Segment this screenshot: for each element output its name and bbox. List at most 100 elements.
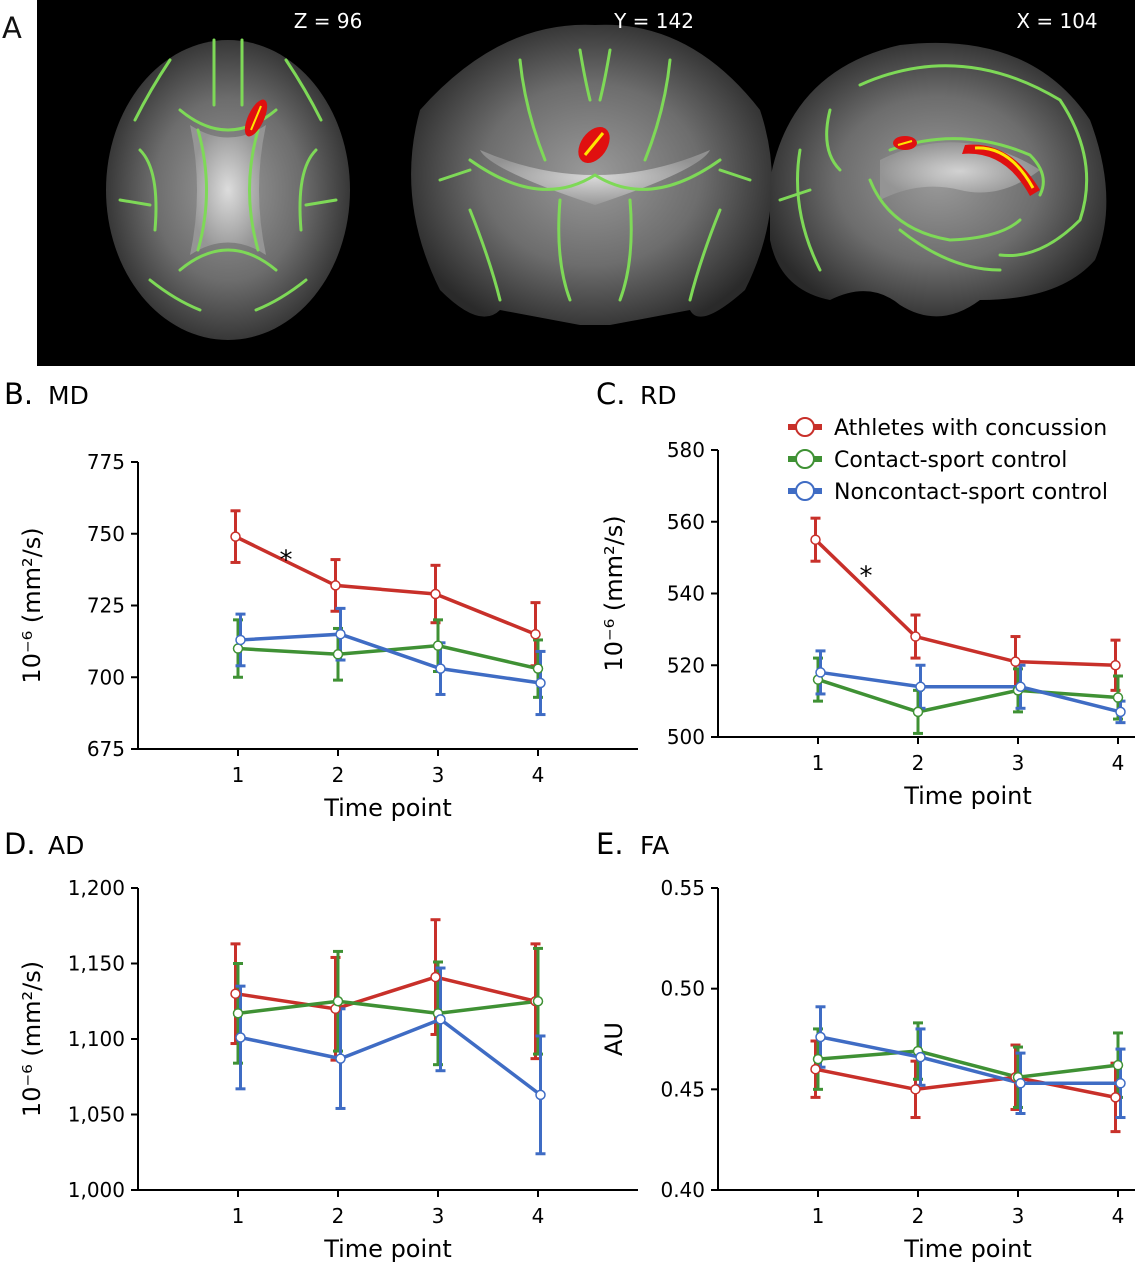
y-axis-title: 10⁻⁶ (mm²/s) bbox=[600, 515, 628, 671]
x-tick-label: 3 bbox=[1012, 1204, 1025, 1228]
slice-label-sagittal: X = 104 bbox=[1016, 9, 1097, 33]
data-point-concussion bbox=[910, 631, 921, 642]
panel-letter: C. bbox=[596, 377, 625, 411]
x-tick-label: 4 bbox=[532, 1204, 545, 1228]
x-tick-label: 2 bbox=[912, 1204, 925, 1228]
data-point-noncontact bbox=[535, 1089, 546, 1101]
legend-marker-noncontact bbox=[795, 481, 815, 501]
panel-b-md-chart: B. MD 675 700 725 750 775 1 2 3 4 Time point 10⁻⁶ (m… bbox=[4, 377, 638, 822]
series-line-contact bbox=[237, 999, 539, 1016]
x-axis-title: Time point bbox=[323, 1235, 452, 1263]
data-point-noncontact bbox=[235, 634, 246, 646]
y-tick-label: 520 bbox=[667, 653, 705, 677]
series-line-concussion bbox=[234, 535, 537, 636]
y-tick-label: 1,100 bbox=[68, 1027, 125, 1051]
x-tick-label: 2 bbox=[332, 763, 345, 787]
data-point-contact bbox=[1112, 1059, 1124, 1071]
panel-c-rd-chart: C. RD 500 520 540 560 580 1 2 3 4 Time point 10⁻⁶ (m… bbox=[596, 377, 1135, 810]
data-point-concussion bbox=[810, 1063, 821, 1075]
coronal-slice-image bbox=[411, 24, 772, 325]
y-tick-label: 0.45 bbox=[660, 1077, 705, 1101]
data-point-contact bbox=[812, 1053, 824, 1065]
y-tick-label: 1,050 bbox=[68, 1103, 125, 1127]
panel-title: AD bbox=[48, 831, 84, 860]
data-point-noncontact bbox=[1015, 1078, 1026, 1089]
data-point-contact bbox=[232, 1008, 244, 1019]
panel-letter: E. bbox=[596, 827, 624, 861]
x-tick-label: 2 bbox=[332, 1204, 345, 1228]
slice-label-coronal: Y = 142 bbox=[613, 9, 694, 33]
data-point-noncontact bbox=[235, 1032, 246, 1043]
x-tick-label: 4 bbox=[1112, 1204, 1125, 1228]
series-line-concussion bbox=[814, 538, 1116, 667]
y-tick-label: 675 bbox=[87, 737, 125, 761]
y-axis-title: 10⁻⁶ (mm²/s) bbox=[18, 527, 46, 683]
data-point-noncontact bbox=[815, 1031, 826, 1043]
x-tick-label: 4 bbox=[532, 763, 545, 787]
panel-d-ad-chart: D. AD 1,000 1,050 1,100 1,150 1,200 1 2 3 4 Time po… bbox=[4, 827, 638, 1263]
panel-title: FA bbox=[640, 831, 669, 860]
series-line-concussion bbox=[235, 975, 536, 1011]
series-line-noncontact bbox=[240, 632, 541, 685]
y-tick-label: 580 bbox=[667, 438, 705, 462]
data-point-noncontact bbox=[435, 1014, 446, 1025]
x-tick-label: 3 bbox=[432, 1204, 445, 1228]
y-tick-label: 0.40 bbox=[660, 1178, 705, 1202]
y-tick-label: 725 bbox=[87, 594, 125, 618]
legend-item-contact: Contact-sport control bbox=[788, 448, 1067, 473]
data-point-contact bbox=[232, 643, 244, 654]
data-point-noncontact bbox=[915, 1051, 926, 1063]
x-axis-title: Time point bbox=[323, 794, 452, 822]
data-point-noncontact bbox=[1015, 681, 1026, 693]
x-tick-label: 3 bbox=[1012, 751, 1025, 775]
data-point-concussion bbox=[230, 988, 241, 999]
data-point-noncontact bbox=[915, 681, 926, 693]
data-point-noncontact bbox=[435, 663, 446, 674]
legend-label-contact: Contact-sport control bbox=[834, 448, 1067, 473]
legend-marker-contact bbox=[795, 449, 815, 469]
data-point-contact bbox=[532, 663, 544, 674]
panel-letter: D. bbox=[4, 827, 36, 861]
data-point-noncontact bbox=[1115, 1078, 1126, 1089]
data-point-noncontact bbox=[815, 667, 826, 678]
data-point-contact bbox=[532, 996, 544, 1007]
y-tick-label: 560 bbox=[667, 510, 705, 534]
data-point-concussion bbox=[1010, 656, 1021, 667]
series-line-concussion bbox=[815, 1067, 1116, 1100]
y-tick-label: 775 bbox=[87, 450, 125, 474]
panel-e-fa-chart: E. FA 0.40 0.45 0.50 0.55 1 2 3 4 Time point AU bbox=[596, 827, 1135, 1263]
x-tick-label: 1 bbox=[232, 1204, 245, 1228]
x-tick-label: 1 bbox=[812, 1204, 825, 1228]
data-point-contact bbox=[432, 640, 444, 651]
data-point-noncontact bbox=[335, 1053, 346, 1064]
series-line-noncontact bbox=[820, 1035, 1121, 1086]
slice-label-axial: Z = 96 bbox=[294, 9, 363, 33]
data-point-concussion bbox=[530, 628, 541, 640]
x-tick-label: 1 bbox=[232, 763, 245, 787]
y-tick-label: 750 bbox=[87, 522, 125, 546]
y-tick-label: 700 bbox=[87, 665, 125, 689]
y-tick-label: 0.50 bbox=[660, 977, 705, 1001]
y-tick-label: 0.55 bbox=[660, 876, 705, 900]
data-point-concussion bbox=[430, 971, 441, 983]
data-point-contact bbox=[1112, 692, 1124, 703]
sagittal-slice-image bbox=[770, 42, 1107, 317]
x-tick-label: 2 bbox=[912, 751, 925, 775]
data-point-contact bbox=[332, 649, 344, 660]
data-point-concussion bbox=[430, 588, 441, 600]
x-axis-title: Time point bbox=[903, 1235, 1032, 1263]
data-point-concussion bbox=[230, 531, 241, 542]
y-tick-label: 540 bbox=[667, 582, 705, 606]
data-point-concussion bbox=[810, 534, 821, 545]
data-point-concussion bbox=[1110, 660, 1121, 671]
y-tick-label: 1,000 bbox=[68, 1178, 125, 1202]
y-axis-title: AU bbox=[600, 1022, 628, 1056]
x-tick-label: 1 bbox=[812, 751, 825, 775]
axial-slice-image bbox=[106, 38, 350, 340]
data-point-noncontact bbox=[335, 628, 346, 640]
panel-a-letter: A bbox=[2, 11, 22, 45]
legend-item-noncontact: Noncontact-sport control bbox=[788, 480, 1108, 505]
data-point-contact bbox=[912, 706, 924, 718]
y-tick-label: 1,150 bbox=[68, 952, 125, 976]
